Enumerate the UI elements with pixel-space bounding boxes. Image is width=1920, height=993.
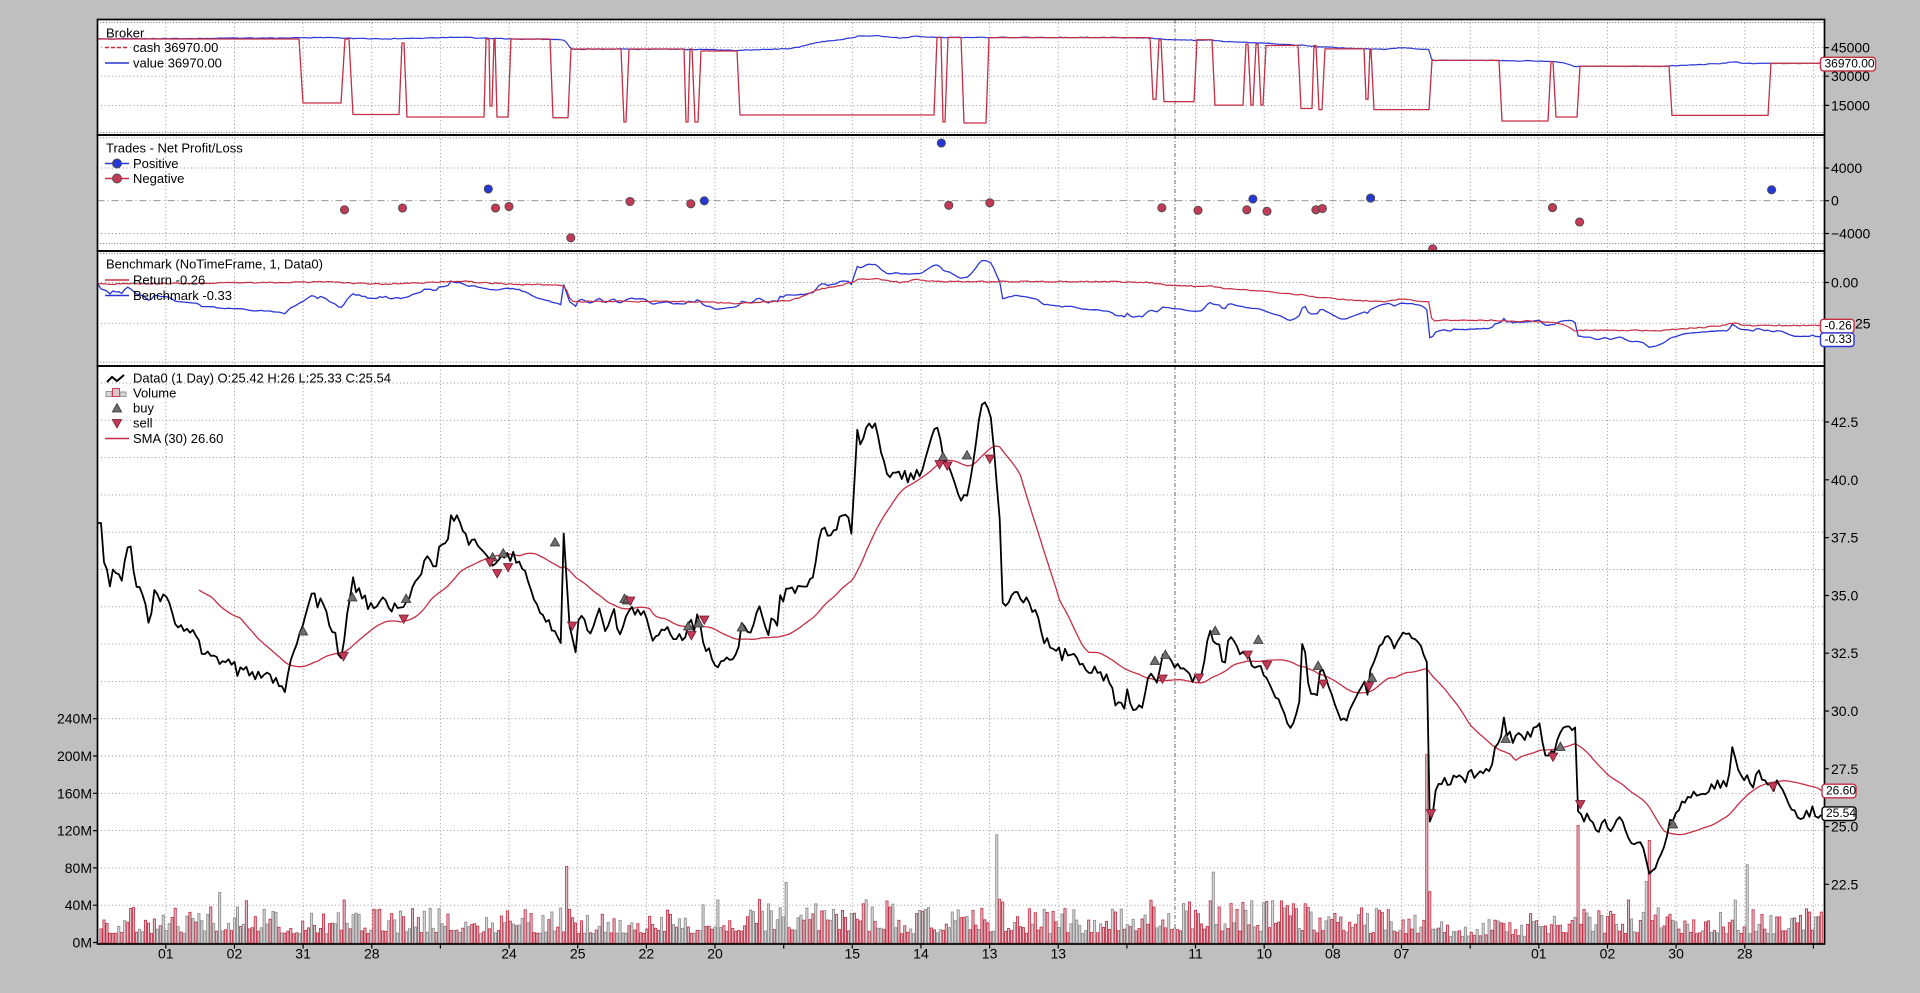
svg-text:28: 28 <box>1737 946 1753 962</box>
svg-text:40M: 40M <box>65 897 92 913</box>
svg-text:35.0: 35.0 <box>1831 588 1858 604</box>
svg-text:Benchmark (NoTimeFrame, 1, Dat: Benchmark (NoTimeFrame, 1, Data0) <box>106 257 323 272</box>
svg-text:-0.26: -0.26 <box>1825 318 1853 332</box>
svg-text:22: 22 <box>639 946 655 962</box>
svg-text:buy: buy <box>133 401 154 416</box>
svg-text:13: 13 <box>982 946 998 962</box>
svg-text:0: 0 <box>1831 193 1839 209</box>
svg-text:02: 02 <box>1600 946 1616 962</box>
svg-text:37.5: 37.5 <box>1831 530 1858 546</box>
svg-text:25.0: 25.0 <box>1831 819 1858 835</box>
svg-text:07: 07 <box>1394 946 1410 962</box>
svg-text:160M: 160M <box>57 785 92 801</box>
svg-text:25.54: 25.54 <box>1826 806 1856 820</box>
svg-text:13: 13 <box>1050 946 1066 962</box>
svg-text:24: 24 <box>501 946 517 962</box>
svg-text:08: 08 <box>1325 946 1341 962</box>
svg-text:15: 15 <box>845 946 861 962</box>
svg-text:30000: 30000 <box>1831 68 1870 84</box>
svg-text:value 36970.00: value 36970.00 <box>133 56 222 71</box>
svg-text:30.0: 30.0 <box>1831 703 1858 719</box>
svg-text:0.00: 0.00 <box>1831 275 1858 291</box>
svg-text:01: 01 <box>1531 946 1547 962</box>
svg-text:-0.33: -0.33 <box>1825 332 1853 346</box>
svg-text:Return -0.26: Return -0.26 <box>133 273 205 288</box>
svg-text:27.5: 27.5 <box>1831 761 1858 777</box>
svg-text:31: 31 <box>295 946 311 962</box>
svg-text:240M: 240M <box>57 711 92 727</box>
svg-text:11: 11 <box>1188 946 1203 962</box>
svg-text:Negative: Negative <box>133 171 184 186</box>
svg-text:14: 14 <box>913 946 929 962</box>
svg-text:120M: 120M <box>57 823 92 839</box>
svg-text:Volume: Volume <box>133 386 176 401</box>
svg-text:Benchmark -0.33: Benchmark -0.33 <box>133 288 232 303</box>
svg-text:Data0 (1 Day) O:25.42 H:26 L:2: Data0 (1 Day) O:25.42 H:26 L:25.33 C:25.… <box>133 371 391 386</box>
svg-text:30: 30 <box>1668 946 1684 962</box>
svg-text:02: 02 <box>227 946 243 962</box>
svg-text:Positive: Positive <box>133 156 179 171</box>
svg-text:45000: 45000 <box>1831 40 1870 56</box>
svg-text:80M: 80M <box>65 860 92 876</box>
svg-text:36970.00: 36970.00 <box>1825 56 1875 70</box>
svg-text:10: 10 <box>1256 946 1272 962</box>
svg-text:42.5: 42.5 <box>1831 414 1858 430</box>
svg-text:32.5: 32.5 <box>1831 645 1858 661</box>
svg-text:26.60: 26.60 <box>1826 783 1856 797</box>
svg-text:25: 25 <box>1855 315 1871 331</box>
svg-text:20: 20 <box>707 946 723 962</box>
svg-text:15000: 15000 <box>1831 97 1870 113</box>
svg-text:200M: 200M <box>57 748 92 764</box>
svg-text:0M: 0M <box>73 935 92 951</box>
svg-text:4000: 4000 <box>1831 160 1862 176</box>
svg-text:28: 28 <box>364 946 380 962</box>
svg-text:22.5: 22.5 <box>1831 876 1858 892</box>
svg-text:Trades - Net Profit/Loss: Trades - Net Profit/Loss <box>106 141 243 156</box>
svg-text:25: 25 <box>570 946 586 962</box>
svg-text:40.0: 40.0 <box>1831 472 1858 488</box>
svg-text:Broker: Broker <box>106 26 145 41</box>
svg-text:−4000: −4000 <box>1831 226 1871 242</box>
svg-text:SMA (30) 26.60: SMA (30) 26.60 <box>133 431 223 446</box>
svg-text:cash 36970.00: cash 36970.00 <box>133 40 218 55</box>
svg-text:01: 01 <box>158 946 174 962</box>
svg-text:sell: sell <box>133 416 153 431</box>
